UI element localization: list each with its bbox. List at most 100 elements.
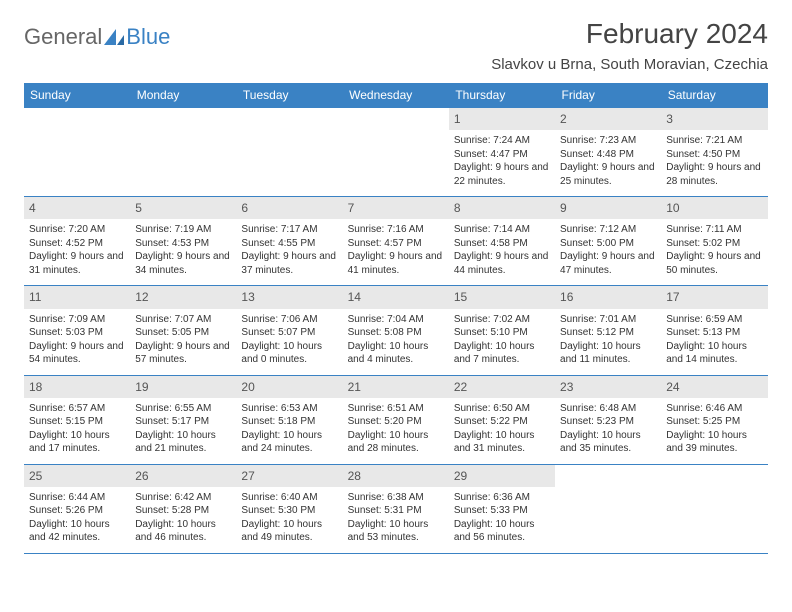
day-detail-cell: [236, 130, 342, 197]
day-number-cell: 23: [555, 375, 661, 398]
day-detail-cell: Sunrise: 7:06 AMSunset: 5:07 PMDaylight:…: [236, 309, 342, 376]
sunset-text: Sunset: 5:18 PM: [241, 415, 337, 429]
day-detail-cell: Sunrise: 7:12 AMSunset: 5:00 PMDaylight:…: [555, 219, 661, 286]
day-number-cell: 3: [661, 108, 767, 131]
day-header: Monday: [130, 83, 236, 108]
sunrise-text: Sunrise: 7:02 AM: [454, 313, 550, 327]
day-number-cell: 8: [449, 197, 555, 220]
day-detail-row: Sunrise: 6:57 AMSunset: 5:15 PMDaylight:…: [24, 398, 768, 465]
day-number-cell: 12: [130, 286, 236, 309]
daylight-text: Daylight: 10 hours and 21 minutes.: [135, 429, 231, 456]
day-number-row: 123: [24, 108, 768, 131]
sunset-text: Sunset: 5:31 PM: [348, 504, 444, 518]
sunset-text: Sunset: 5:28 PM: [135, 504, 231, 518]
daylight-text: Daylight: 10 hours and 0 minutes.: [241, 340, 337, 367]
day-detail-cell: Sunrise: 6:55 AMSunset: 5:17 PMDaylight:…: [130, 398, 236, 465]
day-detail-cell: Sunrise: 6:46 AMSunset: 5:25 PMDaylight:…: [661, 398, 767, 465]
sunrise-text: Sunrise: 6:51 AM: [348, 402, 444, 416]
sunset-text: Sunset: 5:15 PM: [29, 415, 125, 429]
day-number-row: 11121314151617: [24, 286, 768, 309]
day-number-cell: 27: [236, 464, 342, 487]
day-header: Sunday: [24, 83, 130, 108]
sunrise-text: Sunrise: 7:11 AM: [666, 223, 762, 237]
day-detail-cell: Sunrise: 6:59 AMSunset: 5:13 PMDaylight:…: [661, 309, 767, 376]
sunset-text: Sunset: 5:20 PM: [348, 415, 444, 429]
sunset-text: Sunset: 4:57 PM: [348, 237, 444, 251]
daylight-text: Daylight: 9 hours and 54 minutes.: [29, 340, 125, 367]
day-detail-cell: Sunrise: 6:57 AMSunset: 5:15 PMDaylight:…: [24, 398, 130, 465]
daylight-text: Daylight: 10 hours and 11 minutes.: [560, 340, 656, 367]
day-detail-cell: Sunrise: 7:24 AMSunset: 4:47 PMDaylight:…: [449, 130, 555, 197]
daylight-text: Daylight: 9 hours and 34 minutes.: [135, 250, 231, 277]
daylight-text: Daylight: 10 hours and 17 minutes.: [29, 429, 125, 456]
day-number-cell: 6: [236, 197, 342, 220]
day-detail-cell: [555, 487, 661, 554]
sunset-text: Sunset: 5:33 PM: [454, 504, 550, 518]
day-number-cell: 15: [449, 286, 555, 309]
sunset-text: Sunset: 5:08 PM: [348, 326, 444, 340]
sunrise-text: Sunrise: 6:42 AM: [135, 491, 231, 505]
day-header: Wednesday: [343, 83, 449, 108]
sunrise-text: Sunrise: 6:36 AM: [454, 491, 550, 505]
day-header: Saturday: [661, 83, 767, 108]
day-number-cell: [343, 108, 449, 131]
day-detail-cell: Sunrise: 7:17 AMSunset: 4:55 PMDaylight:…: [236, 219, 342, 286]
sunset-text: Sunset: 5:00 PM: [560, 237, 656, 251]
sunset-text: Sunset: 5:10 PM: [454, 326, 550, 340]
day-number-cell: 14: [343, 286, 449, 309]
sunset-text: Sunset: 5:25 PM: [666, 415, 762, 429]
sunset-text: Sunset: 4:50 PM: [666, 148, 762, 162]
sunrise-text: Sunrise: 7:07 AM: [135, 313, 231, 327]
sunset-text: Sunset: 5:26 PM: [29, 504, 125, 518]
day-detail-row: Sunrise: 6:44 AMSunset: 5:26 PMDaylight:…: [24, 487, 768, 554]
day-detail-cell: Sunrise: 7:11 AMSunset: 5:02 PMDaylight:…: [661, 219, 767, 286]
day-number-cell: [661, 464, 767, 487]
day-number-cell: 18: [24, 375, 130, 398]
daylight-text: Daylight: 10 hours and 42 minutes.: [29, 518, 125, 545]
day-detail-cell: Sunrise: 7:14 AMSunset: 4:58 PMDaylight:…: [449, 219, 555, 286]
sunset-text: Sunset: 5:02 PM: [666, 237, 762, 251]
sunrise-text: Sunrise: 7:16 AM: [348, 223, 444, 237]
daylight-text: Daylight: 10 hours and 53 minutes.: [348, 518, 444, 545]
daylight-text: Daylight: 10 hours and 49 minutes.: [241, 518, 337, 545]
calendar-table: SundayMondayTuesdayWednesdayThursdayFrid…: [24, 83, 768, 554]
day-detail-cell: [661, 487, 767, 554]
sunrise-text: Sunrise: 7:04 AM: [348, 313, 444, 327]
day-number-cell: 24: [661, 375, 767, 398]
sunrise-text: Sunrise: 6:55 AM: [135, 402, 231, 416]
day-number-cell: 26: [130, 464, 236, 487]
daylight-text: Daylight: 9 hours and 50 minutes.: [666, 250, 762, 277]
sunrise-text: Sunrise: 7:20 AM: [29, 223, 125, 237]
daylight-text: Daylight: 9 hours and 37 minutes.: [241, 250, 337, 277]
location: Slavkov u Brna, South Moravian, Czechia: [491, 56, 768, 73]
daylight-text: Daylight: 9 hours and 41 minutes.: [348, 250, 444, 277]
sunrise-text: Sunrise: 6:40 AM: [241, 491, 337, 505]
sunrise-text: Sunrise: 7:23 AM: [560, 134, 656, 148]
day-number-cell: 25: [24, 464, 130, 487]
logo-text-blue: Blue: [126, 24, 170, 50]
day-number-cell: 20: [236, 375, 342, 398]
day-number-cell: 2: [555, 108, 661, 131]
sunrise-text: Sunrise: 6:38 AM: [348, 491, 444, 505]
daylight-text: Daylight: 10 hours and 35 minutes.: [560, 429, 656, 456]
day-number-row: 18192021222324: [24, 375, 768, 398]
day-detail-cell: Sunrise: 7:02 AMSunset: 5:10 PMDaylight:…: [449, 309, 555, 376]
day-detail-cell: [24, 130, 130, 197]
day-number-cell: 7: [343, 197, 449, 220]
sunrise-text: Sunrise: 6:53 AM: [241, 402, 337, 416]
sunrise-text: Sunrise: 7:21 AM: [666, 134, 762, 148]
day-detail-cell: Sunrise: 7:20 AMSunset: 4:52 PMDaylight:…: [24, 219, 130, 286]
day-detail-cell: Sunrise: 7:01 AMSunset: 5:12 PMDaylight:…: [555, 309, 661, 376]
day-detail-cell: Sunrise: 6:40 AMSunset: 5:30 PMDaylight:…: [236, 487, 342, 554]
sunrise-text: Sunrise: 6:57 AM: [29, 402, 125, 416]
day-number-row: 2526272829: [24, 464, 768, 487]
daylight-text: Daylight: 9 hours and 22 minutes.: [454, 161, 550, 188]
sunrise-text: Sunrise: 7:17 AM: [241, 223, 337, 237]
sunset-text: Sunset: 5:05 PM: [135, 326, 231, 340]
sunrise-text: Sunrise: 7:09 AM: [29, 313, 125, 327]
day-number-cell: 19: [130, 375, 236, 398]
day-header: Thursday: [449, 83, 555, 108]
day-number-cell: 22: [449, 375, 555, 398]
day-detail-cell: Sunrise: 7:23 AMSunset: 4:48 PMDaylight:…: [555, 130, 661, 197]
sunset-text: Sunset: 5:30 PM: [241, 504, 337, 518]
